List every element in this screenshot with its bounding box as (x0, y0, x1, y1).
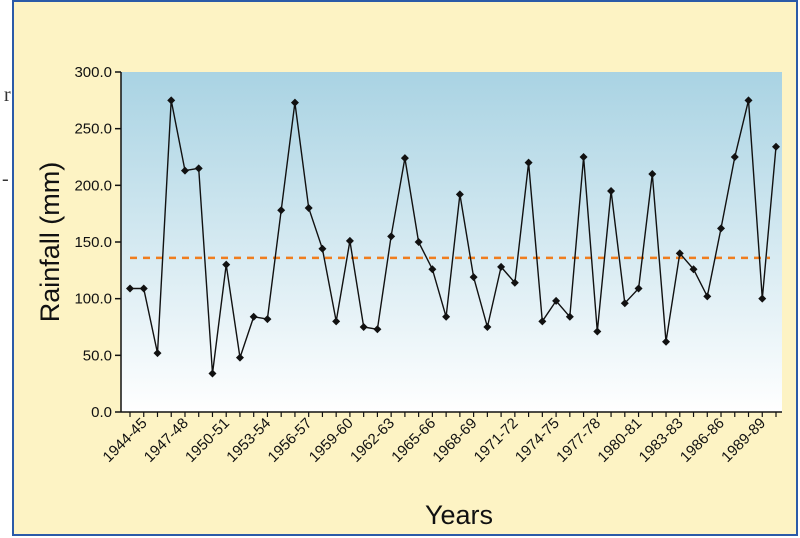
data-point (442, 312, 451, 321)
data-point (235, 353, 244, 362)
data-point (373, 325, 382, 334)
data-point (593, 327, 602, 336)
data-point (524, 158, 533, 167)
data-point (469, 273, 478, 282)
data-point (414, 238, 423, 246)
y-tick-label: 250.0 (74, 121, 112, 138)
data-point (483, 323, 492, 331)
data-point (400, 154, 409, 163)
data-point (744, 96, 753, 105)
x-tick-label: 1968-69 (429, 415, 480, 466)
data-point (277, 206, 286, 215)
data-point (648, 170, 657, 178)
data-point (180, 166, 189, 175)
data-point (510, 278, 519, 287)
y-axis-label: Rainfall (mm) (35, 162, 65, 323)
x-tick-label: 1980-81 (594, 415, 645, 466)
chart-frame: 0.0 50.0 100.0 150.0 200.0 250.0 300.0 1944-45 1… (12, 0, 798, 536)
x-tick-label: 1983-83 (636, 415, 687, 466)
data-point (607, 187, 616, 195)
data-point (717, 224, 726, 233)
y-tick-label: 150.0 (74, 234, 112, 251)
data-point (428, 265, 437, 274)
data-point (565, 312, 574, 321)
data-point (703, 292, 712, 301)
data-point (772, 142, 780, 151)
x-tick-label: 1974-75 (512, 415, 563, 466)
plot-area (121, 72, 782, 412)
data-point (222, 260, 231, 269)
x-tick-label: 1989-89 (718, 415, 769, 466)
x-tick-label: 1986-86 (677, 415, 728, 466)
data-point (153, 349, 162, 358)
line-chart: 0.050.0100.0150.0200.0250.0300.01944-451… (35, 64, 782, 530)
data-point (662, 337, 671, 346)
data-point (689, 265, 698, 274)
x-tick-label: 1959-60 (306, 415, 357, 466)
x-tick-label: 1947-48 (141, 415, 192, 466)
y-tick-label: 200.0 (74, 177, 112, 194)
data-point (208, 369, 217, 378)
data-point (139, 284, 148, 293)
data-point (304, 204, 313, 212)
data-point (634, 284, 643, 293)
data-point (332, 317, 341, 326)
y-tick-label: 100.0 (74, 291, 112, 308)
data-point (290, 98, 299, 107)
data-point (387, 232, 396, 241)
cropped-text-fragment: r (4, 84, 11, 106)
cropped-text-fragment: - (2, 168, 9, 190)
data-point (538, 317, 547, 326)
data-point (579, 153, 588, 161)
x-tick-label: 1956-57 (265, 415, 316, 466)
data-point (126, 284, 134, 293)
data-point (318, 244, 327, 253)
data-point (620, 299, 629, 308)
data-point (730, 153, 739, 161)
x-tick-label: 1950-51 (182, 415, 233, 466)
y-tick-label: 0.0 (91, 404, 112, 421)
data-point (194, 164, 203, 173)
data-point (359, 323, 368, 331)
y-tick-label: 300.0 (74, 64, 112, 81)
x-tick-label: 1971-72 (471, 415, 522, 466)
data-point (249, 312, 258, 321)
data-point (263, 315, 272, 324)
x-axis-label: Years (425, 500, 493, 530)
data-point (758, 294, 767, 303)
x-tick-label: 1944-45 (100, 415, 151, 466)
x-tick-label: 1962-63 (347, 415, 398, 466)
data-point (455, 190, 464, 199)
series-line (130, 100, 777, 374)
data-point (497, 262, 506, 271)
x-tick-label: 1953-54 (223, 415, 274, 466)
data-point (675, 249, 684, 258)
data-point (552, 296, 561, 305)
y-tick-label: 50.0 (83, 347, 112, 364)
data-point (345, 236, 354, 245)
x-tick-label: 1965-66 (388, 415, 439, 466)
data-point (167, 96, 176, 105)
x-tick-label: 1977-78 (553, 415, 604, 466)
